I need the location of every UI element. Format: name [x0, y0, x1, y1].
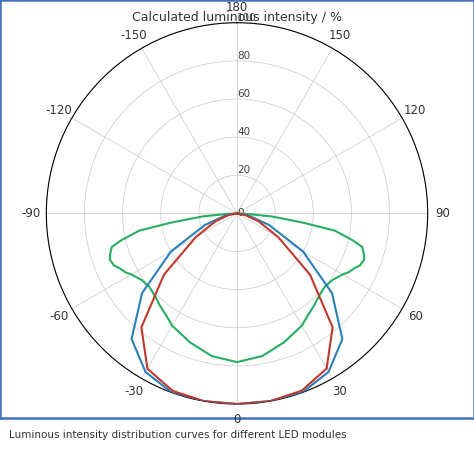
Text: -150: -150	[121, 29, 147, 41]
Text: 60: 60	[408, 310, 423, 323]
Text: 150: 150	[329, 29, 351, 41]
Text: -30: -30	[125, 385, 144, 398]
Text: Luminous intensity distribution curves for different LED modules: Luminous intensity distribution curves f…	[9, 430, 347, 440]
Text: 180: 180	[226, 1, 248, 14]
Text: 90: 90	[436, 207, 450, 220]
Text: 30: 30	[333, 385, 347, 398]
Text: -90: -90	[21, 207, 41, 220]
Text: -60: -60	[49, 310, 68, 323]
Text: 120: 120	[404, 104, 427, 117]
Text: -120: -120	[46, 104, 72, 117]
Text: 0: 0	[237, 208, 244, 218]
Text: 0: 0	[233, 413, 241, 426]
Text: Calculated luminous intensity / %: Calculated luminous intensity / %	[132, 11, 342, 25]
